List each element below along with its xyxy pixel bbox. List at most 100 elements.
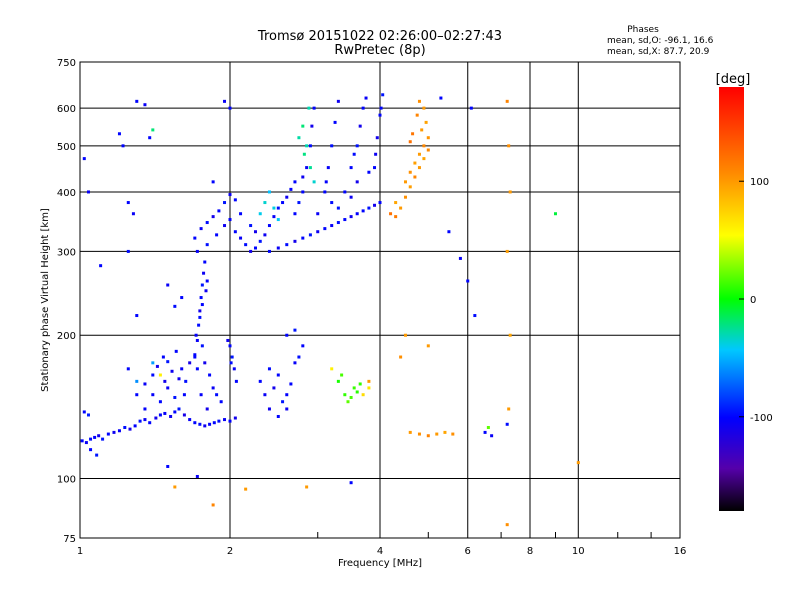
data-point xyxy=(293,328,297,332)
data-point xyxy=(293,212,297,216)
data-point xyxy=(330,144,334,148)
data-point xyxy=(200,303,204,307)
data-point xyxy=(408,140,412,144)
data-point xyxy=(361,106,365,110)
data-point xyxy=(193,353,197,357)
plot-frame xyxy=(79,61,681,539)
data-point xyxy=(200,344,204,348)
data-point xyxy=(126,367,130,371)
data-point xyxy=(312,180,316,184)
data-point xyxy=(166,386,170,390)
data-point xyxy=(413,175,417,179)
data-point xyxy=(379,106,383,110)
data-point xyxy=(326,166,330,170)
data-point xyxy=(415,113,419,117)
data-point xyxy=(305,144,309,148)
data-point xyxy=(267,190,271,194)
data-point xyxy=(193,421,197,425)
data-point xyxy=(188,418,192,422)
data-point xyxy=(158,400,162,404)
data-point xyxy=(324,180,328,184)
data-point xyxy=(173,304,177,308)
data-point xyxy=(211,215,215,219)
data-point xyxy=(333,120,337,124)
data-point xyxy=(263,393,267,397)
data-point xyxy=(199,227,203,231)
data-point xyxy=(285,195,289,199)
data-point xyxy=(82,410,86,414)
data-point xyxy=(483,430,487,434)
data-point xyxy=(375,136,379,140)
data-point xyxy=(82,157,86,161)
data-point xyxy=(352,152,356,156)
data-point xyxy=(367,206,371,210)
data-point xyxy=(195,474,199,478)
data-points xyxy=(80,93,580,527)
data-point xyxy=(336,379,340,383)
data-point xyxy=(258,239,262,243)
data-point xyxy=(148,421,152,425)
data-point xyxy=(163,379,167,383)
data-point xyxy=(352,386,356,390)
data-point xyxy=(367,170,371,174)
data-point xyxy=(121,144,125,148)
data-point xyxy=(126,249,130,253)
data-point xyxy=(293,180,297,184)
x-axis-ticks: 1 2 4 6 8 10 16 xyxy=(77,532,686,557)
data-point xyxy=(267,249,271,253)
data-point xyxy=(253,230,257,234)
data-point xyxy=(226,338,230,342)
data-point xyxy=(349,215,353,219)
grid-lines xyxy=(80,62,680,538)
y-tick-label: 75 xyxy=(63,534,76,545)
data-point xyxy=(199,296,203,300)
data-point xyxy=(95,453,99,457)
data-point xyxy=(411,132,415,136)
data-point xyxy=(308,233,312,237)
data-point xyxy=(267,407,271,411)
data-point xyxy=(330,224,334,228)
data-point xyxy=(228,193,232,197)
chart-subtitle: RwPretec (8p) xyxy=(334,43,425,58)
y-tick-label: 600 xyxy=(57,104,76,115)
x-axis-label: Frequency [MHz] xyxy=(338,558,422,569)
data-point xyxy=(143,407,147,411)
data-point xyxy=(276,414,280,418)
data-point xyxy=(84,441,88,445)
data-point xyxy=(239,212,243,216)
data-point xyxy=(505,99,509,103)
data-point xyxy=(417,99,421,103)
data-point xyxy=(355,212,359,216)
data-point xyxy=(378,113,382,117)
data-point xyxy=(302,152,306,156)
data-point xyxy=(355,144,359,148)
y-tick-label: 750 xyxy=(57,58,76,69)
data-point xyxy=(505,249,509,253)
data-point xyxy=(451,432,455,436)
data-point xyxy=(323,190,327,194)
data-point xyxy=(435,432,439,436)
data-point xyxy=(263,233,267,237)
data-point xyxy=(198,309,202,313)
data-point xyxy=(123,425,127,429)
data-point xyxy=(117,132,121,136)
data-point xyxy=(249,224,253,228)
data-point xyxy=(373,203,377,207)
data-point xyxy=(272,206,276,210)
data-point xyxy=(208,373,212,377)
data-point xyxy=(180,367,184,371)
data-point xyxy=(161,355,165,359)
data-point xyxy=(106,432,110,436)
data-point xyxy=(195,249,199,253)
data-point xyxy=(349,195,353,199)
data-point xyxy=(403,180,407,184)
data-point xyxy=(223,99,227,103)
data-point xyxy=(126,201,130,205)
data-point xyxy=(198,315,202,319)
data-point xyxy=(426,136,430,140)
data-point xyxy=(293,239,297,243)
data-point xyxy=(223,418,227,422)
data-point xyxy=(289,187,293,191)
data-point xyxy=(86,190,90,194)
data-point xyxy=(258,379,262,383)
